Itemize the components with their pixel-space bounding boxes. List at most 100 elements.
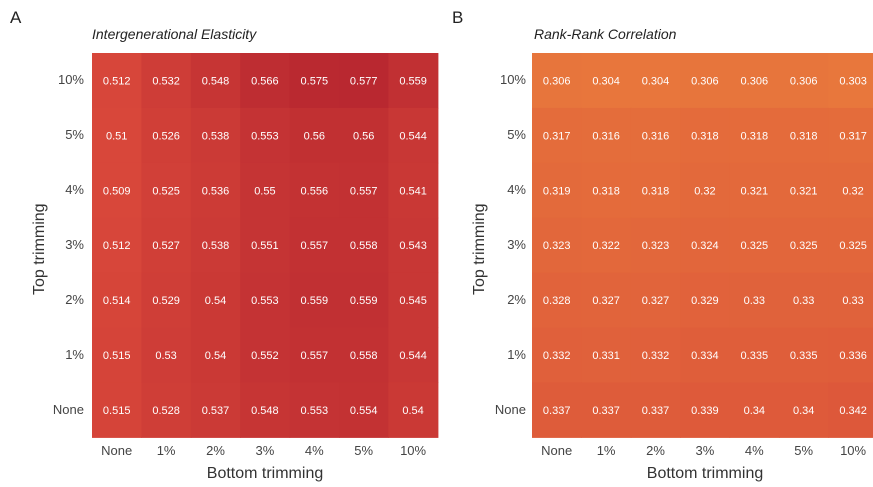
panel-a-cell-label: 0.548 [202,76,230,88]
panel-b-cell-label: 0.318 [790,130,818,142]
panel-b-cell-label: 0.335 [741,350,769,362]
panel-b-cell-label: 0.325 [839,240,867,252]
panel-b-cell-label: 0.327 [592,295,620,307]
panel-a-cell [190,382,241,438]
panel-a-cell-label: 0.553 [251,295,279,307]
panel-a-cell [289,217,340,274]
panel-a-cell-label: 0.558 [350,240,378,252]
panel-a-cell [339,382,389,438]
panel-a-cell [190,217,241,274]
panel-a-cell-label: 0.51 [106,130,127,142]
panel-b-cell [828,382,873,438]
panel-b-cell [779,162,829,219]
panel-b-cell-label: 0.316 [642,130,670,142]
panel-a-cell [289,53,340,109]
panel-b-xlabel: Bottom trimming [646,465,764,482]
panel-a-cell-label: 0.509 [103,185,131,197]
panel-a-cell [92,382,142,438]
panel-b-cell-label: 0.325 [741,240,769,252]
panel-a-cell-label: 0.54 [402,405,423,417]
panel-b-cell [680,217,731,274]
panel-b-cell-label: 0.318 [592,185,620,197]
panel-a-cell [388,162,439,219]
panel-b-cell [729,327,780,383]
panel-b-cell [729,53,780,109]
panel-b-y-tick: 3% [507,237,526,253]
panel-b-y-tick: 10% [499,72,526,88]
panel-b-cell-label: 0.337 [543,405,571,417]
panel-b-y-tick: 2% [507,292,526,308]
panel-a-cell-label: 0.544 [399,350,427,362]
panel-a-xlabel: Bottom trimming [206,465,324,482]
panel-a-cell-label: 0.537 [202,405,230,417]
panel-b-cell [680,272,731,329]
panel-a-cell [190,107,241,164]
panel-a-cell [141,272,192,329]
panel-b-cell-label: 0.303 [839,76,867,88]
panel-b-cell-label: 0.321 [741,185,769,197]
panel-a-cell [92,162,142,219]
panel-a-cell [240,217,291,274]
panel-b-cell [532,217,582,274]
panel-a-cell [388,327,439,383]
panel-a-cell [289,162,340,219]
panel-b-cell [532,327,582,383]
panel-a-cell [388,107,439,164]
panel-a-x-tick: None [101,443,133,459]
panel-a-cell [289,327,340,383]
panel-b-cell-label: 0.323 [543,240,571,252]
panel-a-x-tick: 1% [156,443,176,459]
panel-b-cell [729,272,780,329]
panel-a-cell-label: 0.529 [152,295,180,307]
panel-b-cell [779,107,829,164]
panel-a-cell [339,272,389,329]
panel-a-cell-label: 0.557 [301,240,329,252]
panel-b-cell [532,382,582,438]
panel-b-y-tick: 5% [507,127,526,143]
panel-b-cell [779,53,829,109]
panel-b-cell-label: 0.306 [790,76,818,88]
panel-a-cell-label: 0.545 [399,295,427,307]
panel-b-cell-label: 0.318 [741,130,769,142]
panel-b-cell [581,272,632,329]
panel-a-cell-label: 0.543 [399,240,427,252]
panel-b-cell-label: 0.323 [642,240,670,252]
panel-b-cell [630,53,681,109]
panel-a-title: Intergenerational Elasticity [92,26,257,42]
panel-a-cell [339,327,389,383]
panel-a-cell [289,272,340,329]
panel-a-cell [339,53,389,109]
panel-b-cell-label: 0.318 [642,185,670,197]
panel-a-cell-label: 0.55 [254,185,275,197]
panel-a-cell [141,382,192,438]
panel-b-cell-label: 0.337 [592,405,620,417]
panel-b-cell-label: 0.304 [592,76,620,88]
panel-a-cell-label: 0.525 [152,185,180,197]
panel-a-y-tick: 3% [65,237,84,253]
panel-b-cell-label: 0.316 [592,130,620,142]
panel-a-x-tick: 10% [400,443,427,459]
panel-b-cell [680,53,731,109]
panel-b-cell-label: 0.324 [691,240,719,252]
panel-b-title: Rank-Rank Correlation [534,26,677,42]
panel-b-cell [630,107,681,164]
panel-b-cell [581,53,632,109]
panel-a-cell-label: 0.557 [350,185,378,197]
panel-a-cell [240,107,291,164]
panel-a-cell [141,217,192,274]
panel-a-cell [92,272,142,329]
panel-b-cell [729,382,780,438]
panel-b-cell-label: 0.34 [744,405,765,417]
panel-a-cell-label: 0.514 [103,295,131,307]
panel-a-cell-label: 0.544 [399,130,427,142]
panel-b-cell-label: 0.304 [642,76,670,88]
panel-a-cell-label: 0.553 [301,405,329,417]
panel-a-x-tick: 5% [354,443,374,459]
panel-a-cell [339,162,389,219]
panel-b-cell-label: 0.342 [839,405,867,417]
panel-a-cell [190,53,241,109]
panel-a-cell [339,217,389,274]
panel-a-x-tick: 2% [206,443,225,459]
panel-a-cell [92,217,142,274]
panel-b-cell-label: 0.336 [839,350,867,362]
